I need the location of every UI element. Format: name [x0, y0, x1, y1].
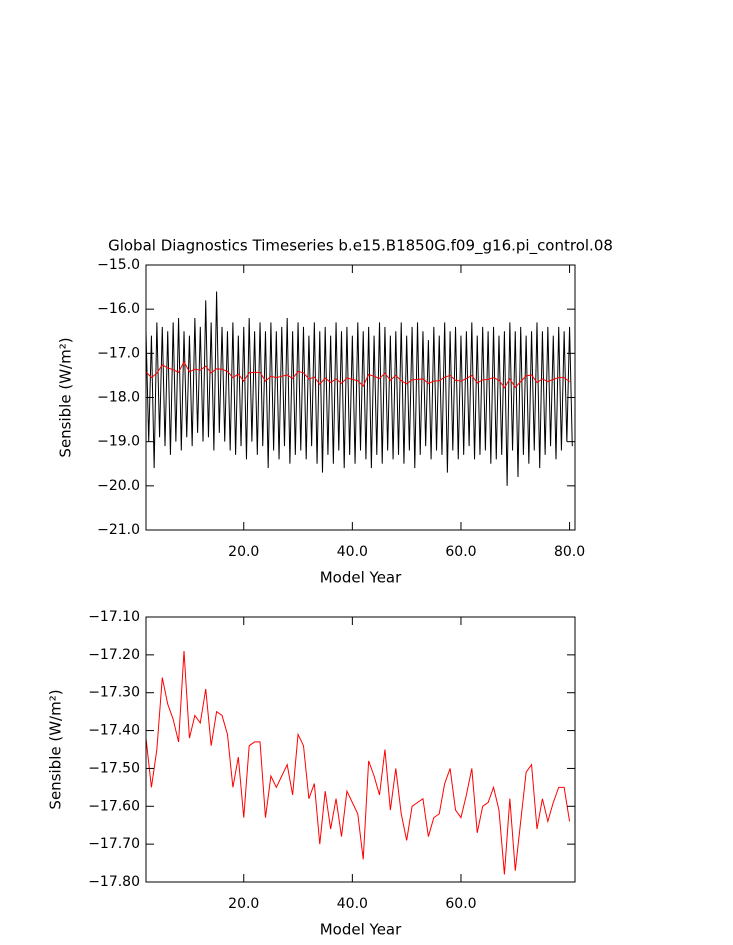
- y-axis-label: Sensible (W/m²): [57, 337, 75, 457]
- y-tick-label: −17.0: [97, 345, 140, 361]
- y-tick-label: −17.70: [88, 836, 140, 852]
- x-tick-label: 20.0: [228, 544, 259, 560]
- y-tick-label: −17.80: [88, 874, 140, 890]
- x-axis-label: Model Year: [320, 569, 402, 587]
- y-tick-label: −20.0: [97, 478, 140, 494]
- y-tick-label: −17.40: [88, 723, 140, 739]
- chart: −21.0 −20.0 −19.0 −18.0 −17.0 −16.0 −15.0 20.0 4…: [57, 237, 613, 587]
- y-tick-label: −18.0: [97, 390, 140, 406]
- x-tick-label: 60.0: [445, 896, 476, 912]
- y-tick-label: −19.0: [97, 434, 140, 450]
- x-tick-label: 40.0: [337, 896, 368, 912]
- chart-title: Global Diagnostics Timeseries b.e15.B185…: [108, 237, 613, 256]
- x-tick-label: 20.0: [228, 896, 259, 912]
- x-axis-label: Model Year: [320, 921, 402, 939]
- chart: −17.80 −17.70 −17.60 −17.50 −17.40 −17.30 −17.…: [47, 609, 576, 939]
- y-tick-label: −16.0: [97, 301, 140, 317]
- series-line: [145, 651, 571, 875]
- plot-frame: [145, 616, 576, 883]
- series-line: [145, 360, 570, 389]
- x-tick-label: 60.0: [445, 544, 476, 560]
- x-tick-label: 80.0: [554, 544, 585, 560]
- y-tick-label: −17.30: [88, 685, 140, 701]
- y-tick-label: −15.0: [97, 257, 140, 273]
- x-tick-label: 40.0: [337, 544, 368, 560]
- y-tick-label: −17.60: [88, 798, 140, 814]
- y-tick-label: −17.10: [88, 609, 140, 625]
- y-tick-label: −21.0: [97, 522, 140, 538]
- y-axis-label: Sensible (W/m²): [47, 689, 65, 809]
- y-tick-label: −17.50: [88, 760, 140, 776]
- y-tick-label: −17.20: [88, 647, 140, 663]
- series-line: [145, 291, 573, 486]
- plot-frame: [145, 264, 576, 531]
